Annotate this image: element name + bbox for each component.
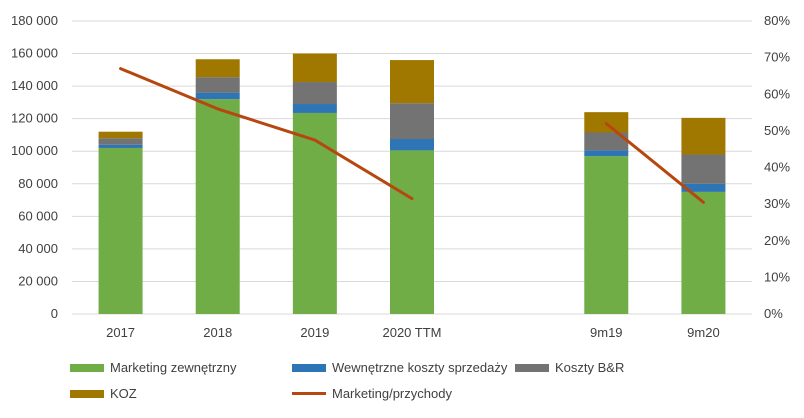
y-left-tick-label: 140 000: [11, 78, 58, 93]
bar-segment: [98, 131, 143, 139]
legend-item-koszty-br: Koszty B&R: [515, 360, 624, 375]
bar-segment: [98, 147, 143, 314]
legend-label: KOZ: [110, 386, 137, 401]
legend-item-wewnetrzne-koszty-sprzedazy: Wewnętrzne koszty sprzedaży: [292, 360, 507, 375]
x-tick-label: 2018: [203, 325, 232, 340]
y-left-tick-label: 20 000: [18, 273, 58, 288]
line-series-segment: [604, 122, 705, 204]
legend-item-koz: KOZ: [70, 386, 137, 401]
bar-segment: [98, 144, 143, 148]
ratio-lines: [119, 67, 705, 204]
stacked-bars: [98, 53, 726, 314]
legend-item-marketing-zewnetrzny: Marketing zewnętrzny: [70, 360, 236, 375]
y-left-tick-label: 160 000: [11, 46, 58, 61]
bar-segment: [681, 117, 726, 155]
y-right-tick-label: 50%: [764, 123, 790, 138]
legend-swatch: [515, 363, 549, 372]
bar-segment: [681, 191, 726, 314]
y-right-tick-label: 70%: [764, 50, 790, 65]
y-right-tick-label: 10%: [764, 269, 790, 284]
y-left-tick-label: 100 000: [11, 143, 58, 158]
y-right-tick-label: 60%: [764, 86, 790, 101]
bar-segment: [584, 156, 629, 314]
bar-segment: [681, 154, 726, 184]
legend-label: Marketing/przychody: [332, 386, 452, 401]
bar-segment: [292, 82, 337, 105]
legend: Marketing zewnętrzny Wewnętrzne koszty s…: [70, 356, 770, 412]
x-tick-label: 9m20: [687, 325, 720, 340]
legend-swatch: [70, 363, 104, 372]
bar-segment: [584, 132, 629, 151]
legend-swatch: [70, 389, 104, 398]
legend-label: Koszty B&R: [555, 360, 625, 375]
bar-segment: [98, 138, 143, 145]
y-right-tick-label: 0%: [764, 306, 783, 321]
y-left-tick-label: 0: [51, 306, 58, 321]
legend-swatch: [292, 363, 326, 372]
x-tick-label: 9m19: [590, 325, 623, 340]
y-right-tick-label: 20%: [764, 233, 790, 248]
y-left-tick-label: 80 000: [18, 176, 58, 191]
bar-segment: [195, 99, 240, 314]
bar-segment: [195, 92, 240, 100]
y-left-tick-label: 180 000: [11, 13, 58, 28]
bar-segment: [195, 59, 240, 78]
bar-segment: [195, 77, 240, 93]
bar-segment: [390, 139, 434, 151]
bar-segment: [292, 53, 337, 83]
y-left-tick-label: 60 000: [18, 208, 58, 223]
bar-segment: [584, 150, 629, 157]
bar-segment: [681, 183, 726, 192]
x-axis-tick-labels: 2017 2018 2019 2020 TTM 9m19 9m20: [106, 325, 720, 340]
line-series-segment: [119, 67, 414, 201]
legend-line-swatch: [292, 392, 326, 395]
legend-item-marketing-przychody: Marketing/przychody: [292, 386, 452, 401]
legend-label: Marketing zewnętrzny: [110, 360, 237, 375]
x-tick-label: 2019: [300, 325, 329, 340]
bar-segment: [292, 112, 337, 314]
x-tick-label: 2017: [106, 325, 135, 340]
left-axis-tick-labels: 0 20 000 40 000 60 000 80 000 100 000 120 000 1…: [11, 13, 58, 321]
x-tick-label: 2020 TTM: [382, 325, 441, 340]
y-left-tick-label: 40 000: [18, 241, 58, 256]
y-right-tick-label: 80%: [764, 13, 790, 28]
bar-segment: [390, 150, 434, 314]
bar-segment: [390, 103, 434, 140]
y-right-tick-label: 30%: [764, 196, 790, 211]
right-axis-tick-labels: 0% 10% 20% 30% 40% 50% 60% 70% 80%: [764, 13, 790, 321]
bar-segment: [390, 60, 434, 104]
y-left-tick-label: 120 000: [11, 111, 58, 126]
legend-label: Wewnętrzne koszty sprzedaży: [332, 360, 508, 375]
y-right-tick-label: 40%: [764, 160, 790, 175]
bar-segment: [292, 104, 337, 113]
